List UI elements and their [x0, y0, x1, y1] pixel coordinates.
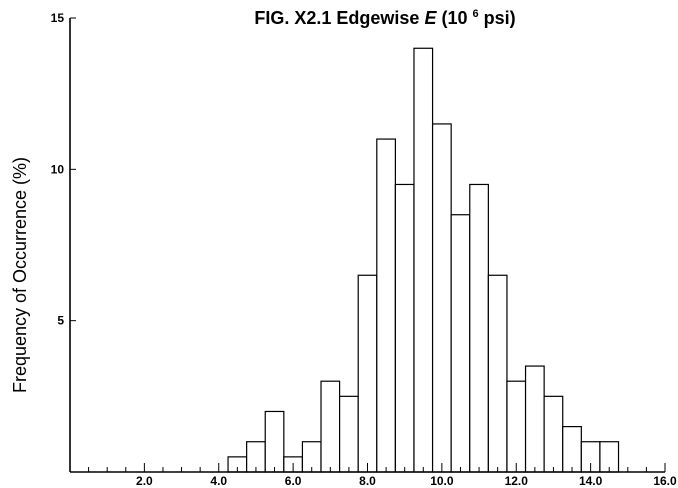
x-tick-label: 6.0	[285, 474, 302, 488]
histogram-bar-12	[431, 123, 452, 473]
histogram-bar-14	[469, 183, 489, 473]
bars-group	[227, 47, 620, 473]
x-tick-label: 8.0	[359, 474, 376, 488]
histogram-bar-15	[487, 274, 508, 473]
x-tick-label: 14.0	[579, 474, 603, 488]
y-tick-label: 15	[51, 11, 65, 25]
x-tick-label: 4.0	[210, 474, 227, 488]
histogram-bar-7	[339, 395, 359, 473]
histogram-bar-19	[562, 426, 582, 473]
histogram-bar-6	[320, 380, 341, 473]
y-tick-label: 10	[51, 162, 65, 176]
x-tick-label: 10.0	[430, 474, 454, 488]
chart-title: FIG. X2.1 Edgewise E (10 6 psi)	[254, 8, 515, 28]
histogram-bar-10	[394, 183, 415, 473]
histogram-bar-16	[506, 380, 527, 473]
histogram-bar-13	[450, 214, 471, 473]
histogram-bar-17	[524, 365, 545, 473]
x-tick-label: 12.0	[505, 474, 529, 488]
histogram-bar-9	[376, 138, 396, 473]
histogram-bar-3	[264, 410, 285, 473]
y-axis-label: Frequency of Occurrence (%)	[10, 157, 30, 393]
x-tick-label: 16.0	[653, 474, 677, 488]
histogram-bar-18	[543, 395, 564, 473]
axes-group: 2.0 4.0 6.0 8.0 10.0 12.0 14.0 16.0 5 10 15	[51, 11, 677, 488]
histogram-bar-11	[413, 47, 434, 473]
y-tick-label: 5	[57, 314, 64, 328]
histogram-bar-8	[357, 274, 378, 473]
x-tick-label: 2.0	[136, 474, 153, 488]
